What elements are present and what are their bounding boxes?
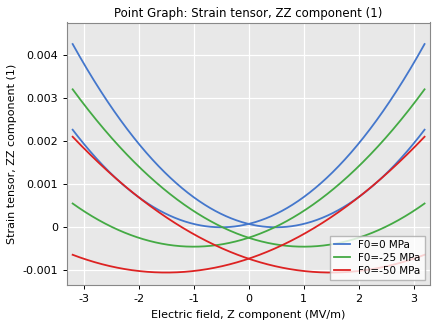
F0=0 MPa	[92, 79, 97, 83]
F0=0 MPa	[422, 128, 427, 132]
F0=-25 MPa	[284, 244, 289, 248]
F0=-25 MPa	[422, 201, 427, 205]
F0=-50 MPa	[284, 267, 289, 270]
Line: F0=-25 MPa: F0=-25 MPa	[73, 89, 425, 247]
F0=-25 MPa	[337, 241, 343, 245]
Line: F0=0 MPa: F0=0 MPa	[73, 44, 425, 227]
F0=-50 MPa	[92, 157, 97, 161]
F0=0 MPa	[337, 207, 343, 211]
F0=0 MPa	[374, 181, 379, 185]
Title: Point Graph: Strain tensor, ZZ component (1): Point Graph: Strain tensor, ZZ component…	[114, 7, 383, 20]
Y-axis label: Strain tensor, ZZ component (1): Strain tensor, ZZ component (1)	[7, 64, 17, 244]
F0=0 MPa	[284, 225, 289, 229]
X-axis label: Electric field, Z component (MV/m): Electric field, Z component (MV/m)	[151, 310, 346, 320]
F0=-50 MPa	[274, 265, 280, 268]
Line: F0=-50 MPa: F0=-50 MPa	[73, 137, 425, 272]
F0=-50 MPa	[70, 135, 75, 139]
F0=0 MPa	[295, 223, 300, 227]
F0=-25 MPa	[274, 243, 280, 247]
F0=-50 MPa	[337, 270, 343, 274]
F0=-50 MPa	[422, 253, 427, 257]
F0=0 MPa	[70, 42, 75, 46]
F0=-25 MPa	[92, 115, 97, 119]
F0=-50 MPa	[329, 270, 334, 274]
F0=0 MPa	[275, 225, 280, 229]
F0=-25 MPa	[70, 87, 75, 91]
F0=-25 MPa	[294, 245, 299, 249]
F0=-25 MPa	[301, 245, 306, 249]
F0=-50 MPa	[374, 267, 379, 270]
Legend: F0=0 MPa, F0=-25 MPa, F0=-50 MPa: F0=0 MPa, F0=-25 MPa, F0=-50 MPa	[330, 236, 425, 280]
F0=-25 MPa	[374, 229, 379, 233]
F0=0 MPa	[274, 225, 279, 229]
F0=-50 MPa	[294, 268, 299, 272]
